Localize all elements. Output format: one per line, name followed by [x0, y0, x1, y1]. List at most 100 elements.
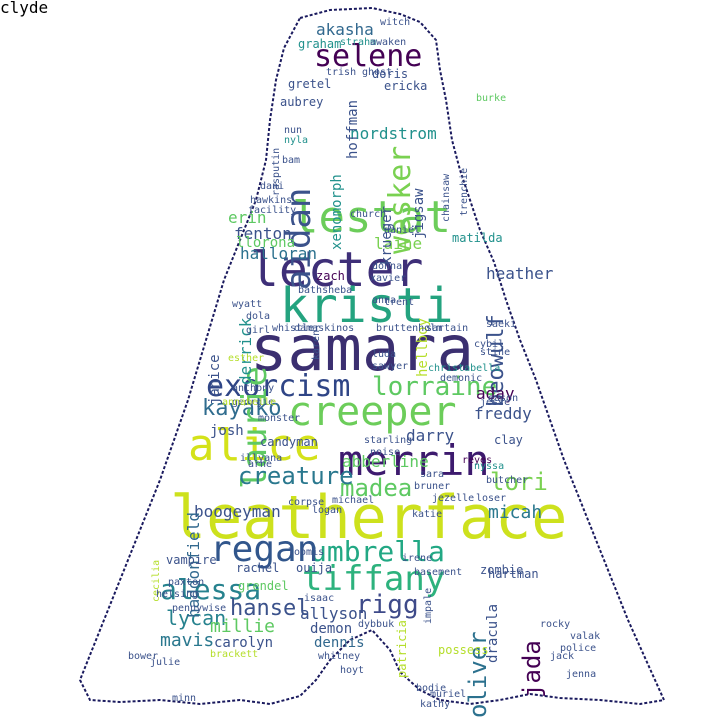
- word-merrin: merrin: [338, 436, 490, 485]
- word-abberline: abberline: [342, 452, 429, 471]
- word-leatherface: leatherface: [170, 483, 568, 553]
- word-brackett: brackett: [210, 649, 259, 660]
- word-bower: bower: [128, 651, 159, 662]
- word-anthony: anthony: [232, 383, 275, 394]
- word-impale: impale: [423, 587, 434, 624]
- word-cybil: cybil: [474, 339, 505, 350]
- word-bodie: bodie: [416, 683, 447, 694]
- word-jenna: jenna: [566, 669, 597, 680]
- word-ericka: ericka: [384, 79, 428, 93]
- word-candyman: candyman: [260, 435, 318, 449]
- word-dybbuk: dybbuk: [358, 619, 395, 630]
- word-dennis: dennis: [314, 635, 365, 651]
- word-bathsheba: bathsheba: [298, 285, 353, 296]
- word-millie: millie: [210, 616, 276, 637]
- word-police: police: [560, 643, 597, 654]
- word-annabelle: annabelle: [222, 397, 277, 408]
- word-zombie: zombie: [480, 563, 524, 577]
- word-noise: noise: [370, 447, 401, 458]
- word-whitney: whitney: [318, 651, 361, 662]
- word-hartman: hartman: [488, 567, 539, 581]
- word-selene: selene: [314, 39, 423, 74]
- word-bruner: bruner: [414, 481, 451, 492]
- word-monster: monster: [258, 413, 301, 424]
- word-luda: luda: [372, 349, 397, 360]
- word-loser: loser: [476, 493, 507, 504]
- word-xenomorph: xenomorph: [329, 174, 345, 250]
- word-dola: dola: [246, 311, 271, 322]
- word-freddy: freddy: [474, 404, 532, 423]
- word-trent: trent: [384, 297, 415, 308]
- word-possess: possess: [438, 643, 489, 657]
- word-rocky: rocky: [540, 619, 571, 630]
- word-donna: donna: [372, 261, 403, 272]
- word-graham: graham: [298, 37, 342, 51]
- word-church: church: [350, 209, 387, 220]
- word-burke: burke: [476, 93, 507, 104]
- word-aday: aday: [476, 384, 515, 403]
- word-facility: facility: [248, 205, 297, 216]
- word-regan: regan: [210, 529, 319, 570]
- word-xavier: xavier: [370, 273, 407, 284]
- word-strahm: strahm: [340, 37, 377, 48]
- word-akasha: akasha: [316, 20, 374, 39]
- word-paxton: paxton: [168, 577, 205, 588]
- word-trenchie: trenchie: [459, 167, 470, 216]
- word-whistler: whistler: [272, 323, 321, 334]
- word-boogeyman: boogeyman: [194, 502, 281, 521]
- word-rigg: rigg: [356, 590, 419, 620]
- word-minn: minn: [172, 693, 197, 704]
- word-bam: bam: [282, 155, 301, 166]
- word-isaac: isaac: [304, 593, 335, 604]
- word-hansel: hansel: [230, 596, 310, 621]
- word-hoyt: hoyt: [340, 665, 365, 676]
- word-wyatt: wyatt: [232, 299, 263, 310]
- word-starling: starling: [364, 435, 413, 446]
- word-jezelle: jezelle: [432, 493, 475, 504]
- word-hoffman: hoffman: [345, 99, 361, 159]
- word-jada: jada: [518, 640, 546, 698]
- word-clyde: clyde: [0, 0, 49, 17]
- word-alessa: alessa: [160, 573, 262, 606]
- word-georgie: georgie: [232, 397, 275, 408]
- word-ghost: ghost: [362, 67, 393, 78]
- word-matilda: matilda: [452, 231, 503, 245]
- word-aubrey: aubrey: [280, 95, 324, 109]
- word-julie: julie: [150, 657, 181, 668]
- word-jack: jack: [550, 651, 575, 662]
- word-lecter: lecter: [250, 242, 424, 298]
- word-llorona: llorona: [236, 235, 296, 251]
- word-awaken: awaken: [370, 37, 407, 48]
- word-samara: samara: [250, 312, 474, 385]
- word-sara: sara: [420, 469, 445, 480]
- word-muriel: muriel: [430, 689, 467, 700]
- word-dani: dani: [260, 181, 285, 192]
- word-kathy: kathy: [420, 699, 451, 710]
- word-fenton: fenton: [234, 224, 292, 243]
- word-patricia: patricia: [395, 620, 409, 678]
- word-creeper: creeper: [288, 389, 457, 435]
- word-karen: karen: [311, 329, 322, 360]
- word-daniel: daniel: [384, 225, 421, 236]
- word-kayako: kayako: [202, 396, 282, 421]
- word-sartain: sartain: [426, 323, 469, 334]
- word-eason: eason: [488, 393, 519, 404]
- word-alice: alice: [188, 420, 321, 471]
- word-demonic: demonic: [440, 373, 483, 384]
- word-arne: arne: [248, 459, 273, 470]
- word-reyes: reyes: [462, 455, 493, 466]
- word-carolyn: carolyn: [214, 635, 274, 651]
- word-valak: valak: [570, 631, 601, 642]
- word-hawkins: hawkins: [250, 195, 293, 206]
- word-corpse: corpse: [288, 497, 325, 508]
- word-zach: zach: [316, 269, 345, 283]
- word-damaskinos: damaskinos: [294, 323, 355, 334]
- word-lycan: lycan: [166, 606, 227, 630]
- word-micah: micah: [488, 502, 543, 523]
- word-nyssa: nyssa: [474, 461, 505, 472]
- word-ouija: ouija: [296, 561, 333, 575]
- word-katie: katie: [412, 509, 443, 520]
- word-stine: stine: [480, 347, 511, 358]
- word-loomis: loomis: [288, 547, 325, 558]
- word-illyana: illyana: [240, 453, 283, 464]
